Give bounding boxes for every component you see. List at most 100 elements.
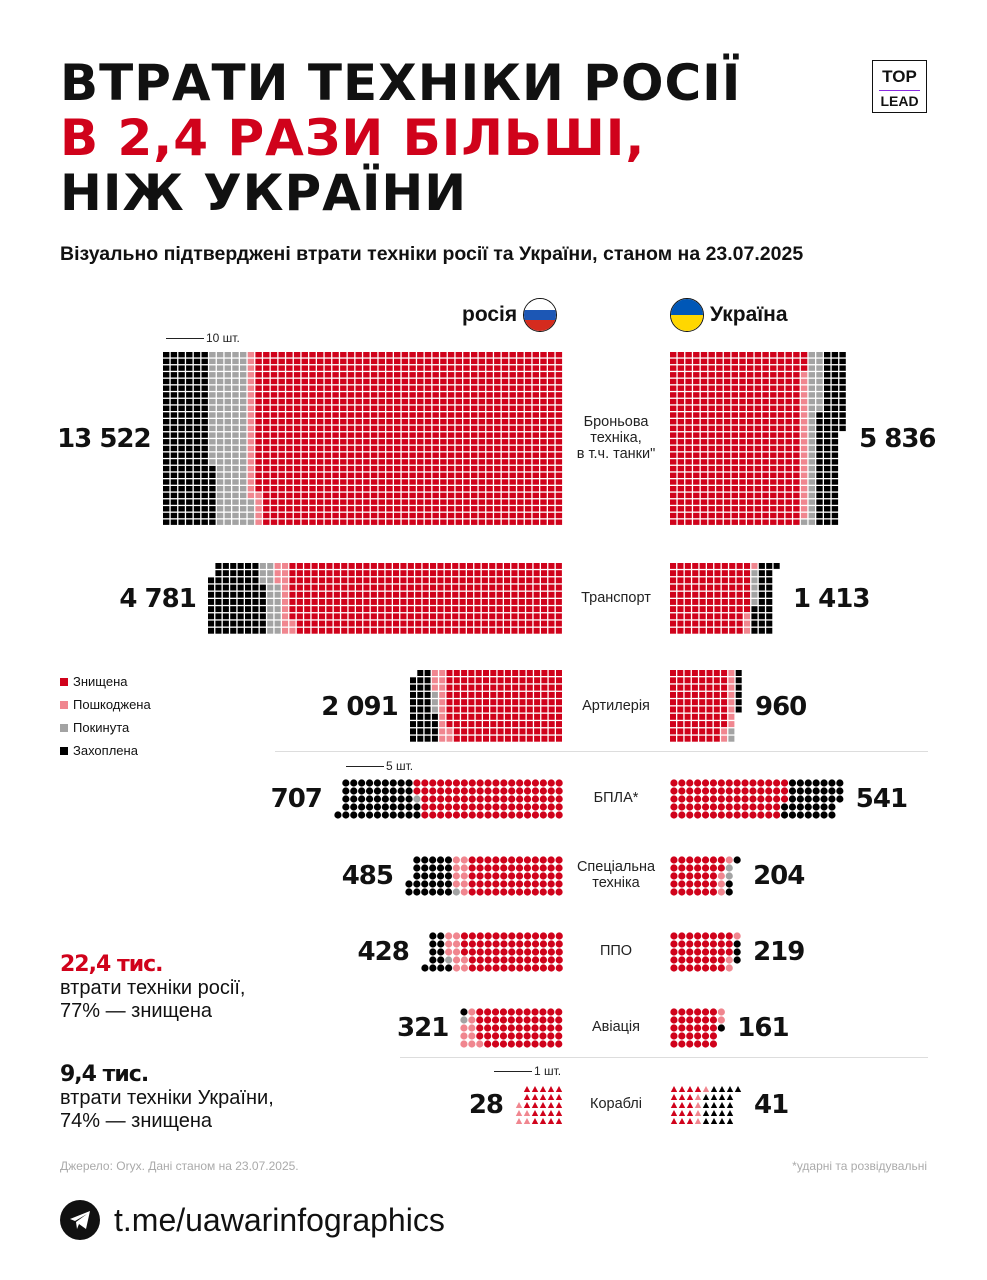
destroyed-unit bbox=[555, 479, 562, 485]
category-label: Транспорт bbox=[581, 590, 651, 606]
destroyed-unit bbox=[424, 398, 431, 405]
destroyed-unit bbox=[409, 439, 416, 445]
destroyed-unit bbox=[493, 372, 501, 378]
captured-unit bbox=[201, 492, 208, 499]
destroyed-unit bbox=[278, 432, 285, 438]
captured-unit bbox=[170, 378, 177, 385]
destroyed-unit bbox=[332, 465, 339, 472]
destroyed-unit bbox=[492, 795, 500, 803]
destroyed-unit bbox=[453, 728, 460, 735]
damaged-unit bbox=[800, 472, 808, 478]
destroyed-unit bbox=[355, 499, 362, 505]
destroyed-unit bbox=[692, 599, 699, 605]
destroyed-unit bbox=[348, 563, 355, 569]
destroyed-unit bbox=[524, 378, 531, 385]
destroyed-unit bbox=[416, 452, 424, 458]
destroyed-unit bbox=[493, 506, 501, 512]
destroyed-unit bbox=[532, 372, 539, 378]
destroyed-unit bbox=[721, 620, 728, 627]
destroyed-unit bbox=[385, 405, 393, 411]
destroyed-unit bbox=[524, 445, 531, 452]
abandoned-unit bbox=[247, 499, 254, 505]
destroyed-unit bbox=[460, 948, 468, 956]
destroyed-unit bbox=[476, 888, 484, 896]
destroyed-unit bbox=[324, 432, 331, 438]
destroyed-unit bbox=[773, 803, 781, 811]
destroyed-unit bbox=[474, 599, 481, 605]
destroyed-unit bbox=[453, 713, 460, 720]
damaged-unit bbox=[438, 670, 445, 676]
destroyed-unit bbox=[424, 492, 431, 499]
destroyed-unit bbox=[685, 512, 692, 519]
destroyed-unit bbox=[332, 459, 339, 465]
russia-unit-grid bbox=[207, 563, 562, 634]
captured-unit bbox=[413, 888, 421, 896]
destroyed-unit bbox=[540, 584, 547, 591]
destroyed-unit bbox=[468, 713, 475, 720]
captured-unit bbox=[208, 492, 216, 499]
destroyed-unit bbox=[293, 425, 300, 432]
abandoned-unit bbox=[224, 499, 231, 505]
destroyed-unit bbox=[677, 405, 685, 411]
destroyed-unit bbox=[432, 419, 439, 425]
destroyed-unit bbox=[452, 620, 459, 627]
destroyed-unit bbox=[744, 570, 751, 577]
destroyed-unit bbox=[555, 620, 562, 627]
destroyed-unit bbox=[455, 512, 462, 519]
destroyed-unit bbox=[270, 378, 277, 385]
abandoned-unit bbox=[216, 392, 223, 398]
destroyed-unit bbox=[532, 512, 539, 519]
destroyed-unit bbox=[693, 452, 700, 458]
destroyed-unit bbox=[532, 445, 539, 452]
destroyed-unit bbox=[685, 445, 692, 452]
destroyed-unit bbox=[301, 378, 308, 385]
destroyed-unit bbox=[739, 439, 746, 445]
damaged-unit bbox=[255, 519, 262, 525]
abandoned-unit bbox=[725, 864, 733, 872]
destroyed-unit bbox=[785, 506, 792, 512]
destroyed-unit bbox=[526, 563, 533, 569]
destroyed-unit bbox=[762, 512, 769, 519]
destroyed-unit bbox=[466, 620, 473, 627]
destroyed-unit bbox=[493, 352, 501, 358]
destroyed-unit bbox=[475, 728, 482, 735]
captured-unit bbox=[735, 684, 742, 691]
destroyed-unit bbox=[670, 419, 677, 425]
destroyed-unit bbox=[670, 872, 678, 880]
destroyed-unit bbox=[262, 425, 270, 432]
destroyed-unit bbox=[444, 577, 451, 584]
destroyed-unit bbox=[685, 398, 692, 405]
destroyed-unit bbox=[476, 1008, 484, 1016]
destroyed-unit bbox=[347, 372, 354, 378]
destroyed-unit bbox=[699, 599, 706, 605]
abandoned-unit bbox=[224, 432, 231, 438]
destroyed-unit bbox=[709, 779, 718, 787]
destroyed-unit bbox=[468, 699, 475, 706]
destroyed-unit bbox=[699, 713, 706, 720]
captured-unit bbox=[751, 627, 758, 634]
captured-unit bbox=[788, 779, 797, 787]
captured-unit bbox=[342, 787, 350, 795]
captured-unit bbox=[208, 506, 216, 512]
destroyed-unit bbox=[362, 419, 370, 425]
captured-unit bbox=[259, 584, 266, 591]
destroyed-unit bbox=[684, 606, 691, 613]
destroyed-unit bbox=[409, 472, 416, 478]
destroyed-unit bbox=[723, 425, 731, 432]
destroyed-unit bbox=[447, 465, 454, 472]
captured-unit bbox=[215, 613, 222, 620]
destroyed-unit bbox=[293, 352, 300, 358]
destroyed-unit bbox=[447, 445, 454, 452]
destroyed-unit bbox=[452, 803, 460, 811]
telegram-link[interactable]: t.me/uawarinfographics bbox=[60, 1200, 445, 1240]
destroyed-unit bbox=[293, 419, 300, 425]
destroyed-unit bbox=[555, 795, 563, 803]
destroyed-unit bbox=[670, 591, 677, 598]
destroyed-unit bbox=[739, 506, 746, 512]
destroyed-unit bbox=[415, 584, 422, 591]
destroyed-unit bbox=[524, 358, 531, 365]
destroyed-unit bbox=[339, 506, 347, 512]
destroyed-unit bbox=[437, 613, 444, 620]
abandoned-unit bbox=[231, 405, 239, 411]
destroyed-unit bbox=[493, 419, 501, 425]
